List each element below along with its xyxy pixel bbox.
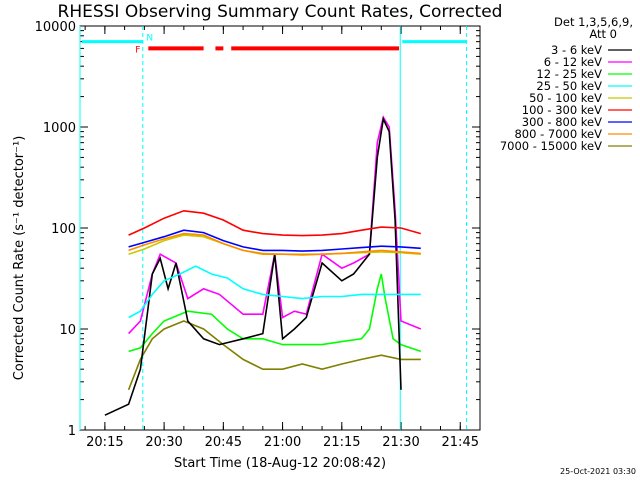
legend-header-line-1: Det 1,3,5,6,9, — [554, 15, 633, 29]
x-tick-label: 20:45 — [205, 435, 242, 450]
chart-title: RHESSI Observing Summary Count Rates, Co… — [58, 2, 503, 22]
legend-item-label: 800 - 7000 keV — [514, 127, 602, 141]
y-tick-label: 10000 — [35, 20, 76, 35]
x-tick-label: 21:15 — [323, 435, 360, 450]
legend-item-label: 300 - 800 keV — [522, 115, 602, 129]
y-tick-label: 1000 — [43, 121, 76, 136]
series-line-800-7000-kev — [128, 232, 421, 256]
x-tick-label: 21:45 — [442, 435, 479, 450]
series-line-25-50-kev — [128, 265, 421, 319]
series-line-300-800-kev — [128, 229, 421, 252]
timestamp: 25-Oct-2021 03:30 — [560, 467, 636, 476]
x-tick-label: 21:00 — [264, 435, 301, 450]
legend-item-label: 6 - 12 keV — [544, 55, 602, 69]
y-tick-label: 100 — [51, 222, 76, 237]
series-line-3-6-kev — [104, 116, 402, 416]
series-line-7000-15000-kev — [127, 320, 421, 391]
x-tick-label: 21:30 — [382, 435, 419, 450]
y-axis-label: Corrected Count Rate (s⁻¹ detector⁻¹) — [12, 136, 27, 381]
legend-item-label: 25 - 50 keV — [536, 79, 602, 93]
legend-item-label: 7000 - 15000 keV — [500, 139, 602, 153]
series-line-12-25-kev — [128, 273, 422, 353]
legend-item-label: 50 - 100 keV — [529, 91, 602, 105]
legend-item-label: 3 - 6 keV — [551, 43, 602, 57]
legend-header-line-2: Att 0 — [589, 27, 617, 41]
y-tick-label: 10 — [59, 323, 76, 338]
x-tick-label: 20:15 — [86, 435, 123, 450]
x-tick-label: 20:30 — [145, 435, 182, 450]
x-axis-label: Start Time (18-Aug-12 20:08:42) — [174, 456, 386, 471]
series-line-100-300-kev — [128, 209, 422, 237]
flag-letter-n: N — [146, 34, 153, 44]
y-tick-label: 1 — [68, 424, 76, 439]
legend-item-label: 12 - 25 keV — [536, 67, 602, 81]
flag-letter-f: F — [135, 45, 140, 55]
legend-item-label: 100 - 300 keV — [522, 103, 602, 117]
series-line-6-12-kev — [128, 115, 422, 335]
